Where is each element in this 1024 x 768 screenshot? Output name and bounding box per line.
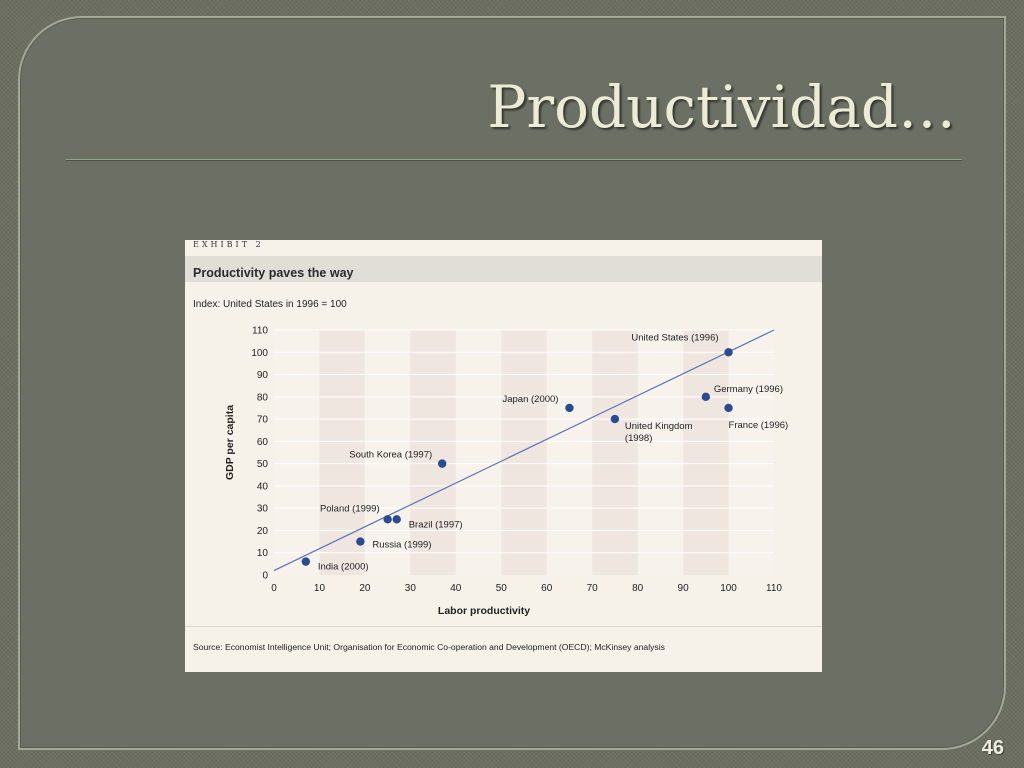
scatter-chart: 0 10 20 30 40 50 60 70 80 90 100 110 0 10 20 30 40 50 60 70… bbox=[224, 326, 789, 618]
plot-band bbox=[410, 330, 456, 575]
page-number: 46 bbox=[981, 737, 1004, 759]
x-tick-label: 50 bbox=[496, 583, 508, 594]
slide-title: Productividad… bbox=[487, 73, 956, 141]
y-tick-label: 10 bbox=[257, 548, 269, 559]
data-point bbox=[437, 459, 447, 468]
x-tick-label: 110 bbox=[766, 583, 782, 594]
data-label: United States (1996) bbox=[631, 332, 718, 343]
x-tick-label: 100 bbox=[720, 583, 737, 594]
y-tick-label: 50 bbox=[257, 459, 269, 470]
plot-band bbox=[592, 330, 638, 575]
y-tick-label: 80 bbox=[257, 392, 269, 403]
data-point bbox=[301, 557, 311, 566]
x-tick-label: 20 bbox=[359, 583, 371, 594]
data-label: South Korea (1997) bbox=[349, 450, 432, 461]
data-label: United Kingdom (1998) bbox=[625, 421, 693, 444]
plot-band bbox=[501, 330, 547, 575]
y-tick-label: 40 bbox=[257, 481, 269, 492]
y-tick-label: 70 bbox=[257, 415, 269, 426]
x-tick-label: 30 bbox=[405, 583, 417, 594]
data-label: Japan (2000) bbox=[502, 394, 558, 405]
plot-band bbox=[683, 330, 729, 575]
data-point bbox=[356, 537, 365, 546]
x-tick-label: 40 bbox=[450, 583, 462, 594]
x-axis-title: Labor productivity bbox=[438, 605, 530, 617]
y-axis-title: GDP per capita bbox=[224, 405, 236, 480]
data-label: India (2000) bbox=[318, 562, 369, 573]
exhibit-title: Productivity paves the way bbox=[193, 266, 354, 280]
data-point bbox=[701, 392, 711, 402]
x-tick-label: 0 bbox=[271, 583, 277, 594]
plot-band bbox=[319, 330, 365, 575]
y-tick-label: 30 bbox=[257, 504, 269, 515]
y-tick-label: 110 bbox=[252, 326, 268, 337]
y-tick-label: 20 bbox=[257, 526, 269, 537]
x-tick-label: 90 bbox=[678, 583, 690, 594]
y-tick-label: 0 bbox=[262, 571, 268, 582]
exhibit-source: Source: Economist Intelligence Unit; Org… bbox=[193, 642, 665, 652]
data-point bbox=[383, 515, 392, 524]
y-tick-label: 100 bbox=[251, 348, 268, 359]
data-label: France (1996) bbox=[729, 420, 789, 431]
y-tick-label: 90 bbox=[257, 370, 269, 381]
data-label: Russia (1999) bbox=[372, 540, 431, 551]
y-tick-label: 60 bbox=[257, 437, 269, 448]
exhibit-header-band bbox=[185, 256, 822, 282]
data-label: Poland (1999) bbox=[320, 503, 380, 514]
x-tick-label: 10 bbox=[314, 583, 326, 594]
x-tick-label: 60 bbox=[541, 583, 553, 594]
title-divider bbox=[66, 159, 962, 161]
trend-line bbox=[273, 329, 775, 572]
data-point bbox=[610, 414, 620, 424]
data-label: Germany (1996) bbox=[714, 384, 783, 395]
exhibit-subtitle: Index: United States in 1996 = 100 bbox=[193, 299, 347, 310]
data-point bbox=[392, 515, 401, 524]
exhibit-figure: EXHIBIT 2 Productivity paves the way Ind… bbox=[185, 240, 822, 672]
x-tick-label: 80 bbox=[632, 583, 644, 594]
data-label: Brazil (1997) bbox=[409, 519, 463, 530]
exhibit-footer bbox=[185, 626, 822, 673]
data-point bbox=[565, 403, 574, 413]
x-tick-label: 70 bbox=[587, 583, 599, 594]
data-point bbox=[724, 348, 733, 357]
exhibit-label: EXHIBIT 2 bbox=[193, 240, 264, 249]
data-point bbox=[724, 403, 733, 413]
